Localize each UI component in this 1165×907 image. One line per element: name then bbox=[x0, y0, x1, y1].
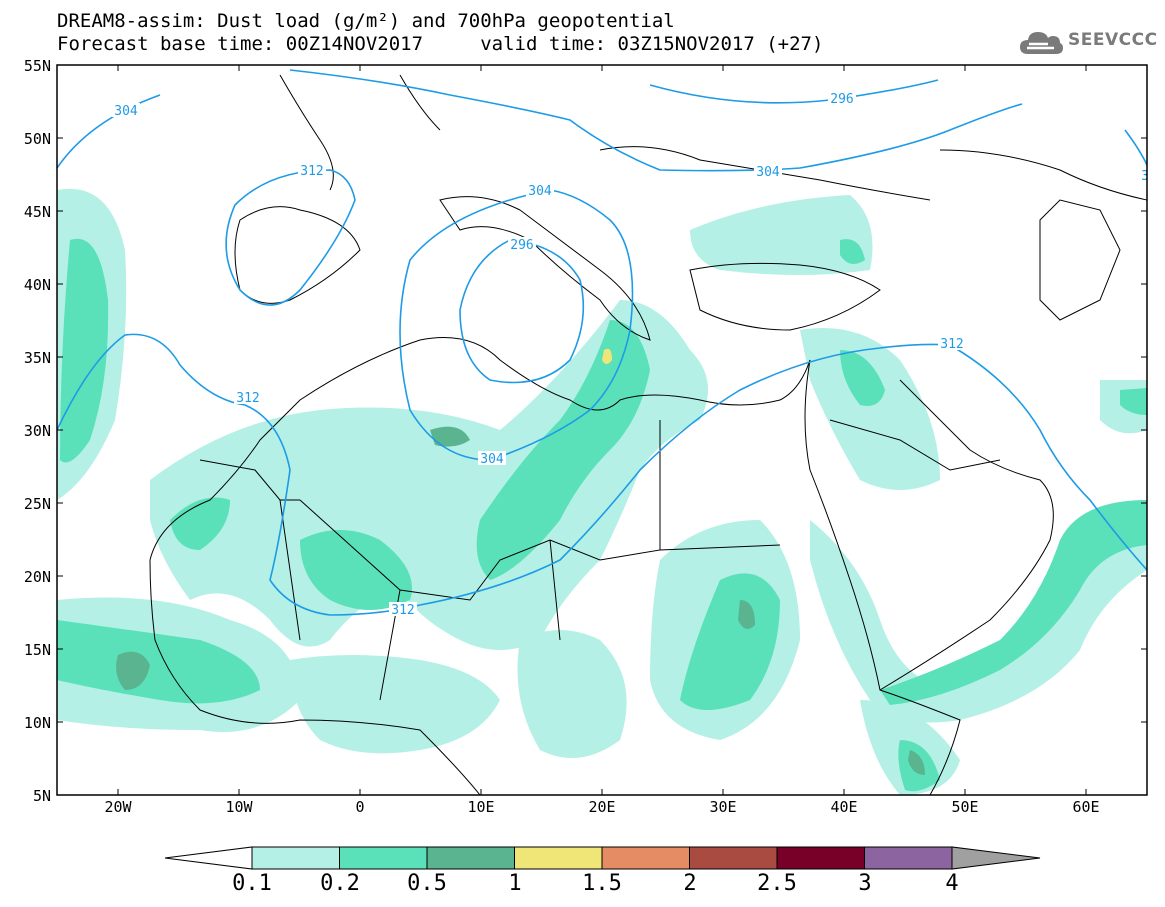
geopotential-contours bbox=[57, 69, 1147, 616]
lat-label: 5N bbox=[32, 787, 51, 805]
dust-shading-peak bbox=[602, 348, 612, 364]
colorbar-label: 2.5 bbox=[757, 871, 797, 896]
contour-label: 296 bbox=[830, 92, 853, 107]
lat-label: 30N bbox=[23, 422, 51, 440]
contour-label: 312 bbox=[300, 164, 323, 179]
logo-text: SEEVCCC bbox=[1068, 30, 1158, 50]
colorbar-label: 0.5 bbox=[407, 871, 447, 896]
forecast-times: Forecast base time: 00Z14NOV2017 valid t… bbox=[57, 33, 824, 55]
lat-label: 10N bbox=[23, 714, 51, 732]
lon-label: 30E bbox=[709, 798, 737, 816]
contour-label: 3 bbox=[1141, 169, 1149, 184]
contour-label: 296 bbox=[510, 238, 533, 253]
dust-shading-high bbox=[116, 426, 925, 775]
seevccc-logo: SEEVCCC bbox=[1018, 26, 1157, 58]
colorbar-label: 4 bbox=[945, 871, 959, 896]
contour-label: 304 bbox=[528, 184, 552, 199]
lon-label: 50E bbox=[951, 798, 979, 816]
dust-shading-medium bbox=[57, 238, 1147, 792]
lon-label: 0 bbox=[355, 798, 365, 816]
contour-label: 312 bbox=[940, 337, 963, 352]
colorbar-label: 1 bbox=[508, 871, 522, 896]
contour-label: 304 bbox=[480, 452, 504, 467]
colorbar-label: 3 bbox=[858, 871, 872, 896]
lon-label: 20E bbox=[588, 798, 616, 816]
contour-label-backgrounds bbox=[112, 91, 966, 616]
colorbar-label: 1.5 bbox=[582, 871, 622, 896]
colorbar-label: 0.1 bbox=[232, 871, 272, 896]
contour-label: 312 bbox=[391, 603, 414, 618]
lat-label: 35N bbox=[23, 349, 51, 367]
contour-label: 312 bbox=[236, 391, 259, 406]
lon-label: 10E bbox=[467, 798, 495, 816]
lat-label: 55N bbox=[23, 57, 51, 75]
lon-label: 20W bbox=[104, 798, 132, 816]
lon-label: 10W bbox=[225, 798, 253, 816]
axis-ticks bbox=[57, 64, 1147, 796]
lat-label: 50N bbox=[23, 130, 51, 148]
lon-label: 40E bbox=[830, 798, 858, 816]
lon-label: 60E bbox=[1072, 798, 1100, 816]
contour-label: 304 bbox=[114, 104, 138, 119]
lat-label: 25N bbox=[23, 495, 51, 513]
lat-label: 40N bbox=[23, 276, 51, 294]
colorbar-label: 0.2 bbox=[320, 871, 360, 896]
lat-label: 45N bbox=[23, 203, 51, 221]
dust-shading-light bbox=[57, 188, 1147, 795]
coastlines bbox=[149, 74, 1147, 795]
map-title: DREAM8-assim: Dust load (g/m²) and 700hP… bbox=[57, 10, 675, 32]
lat-label: 20N bbox=[23, 568, 51, 586]
colorbar-label: 2 bbox=[683, 871, 697, 896]
cloud-icon bbox=[1020, 32, 1063, 54]
contour-label: 304 bbox=[756, 165, 780, 180]
lat-label: 15N bbox=[23, 641, 51, 659]
contour-labels: 304 312 296 304 304 296 312 312 304 312 … bbox=[114, 92, 1149, 618]
